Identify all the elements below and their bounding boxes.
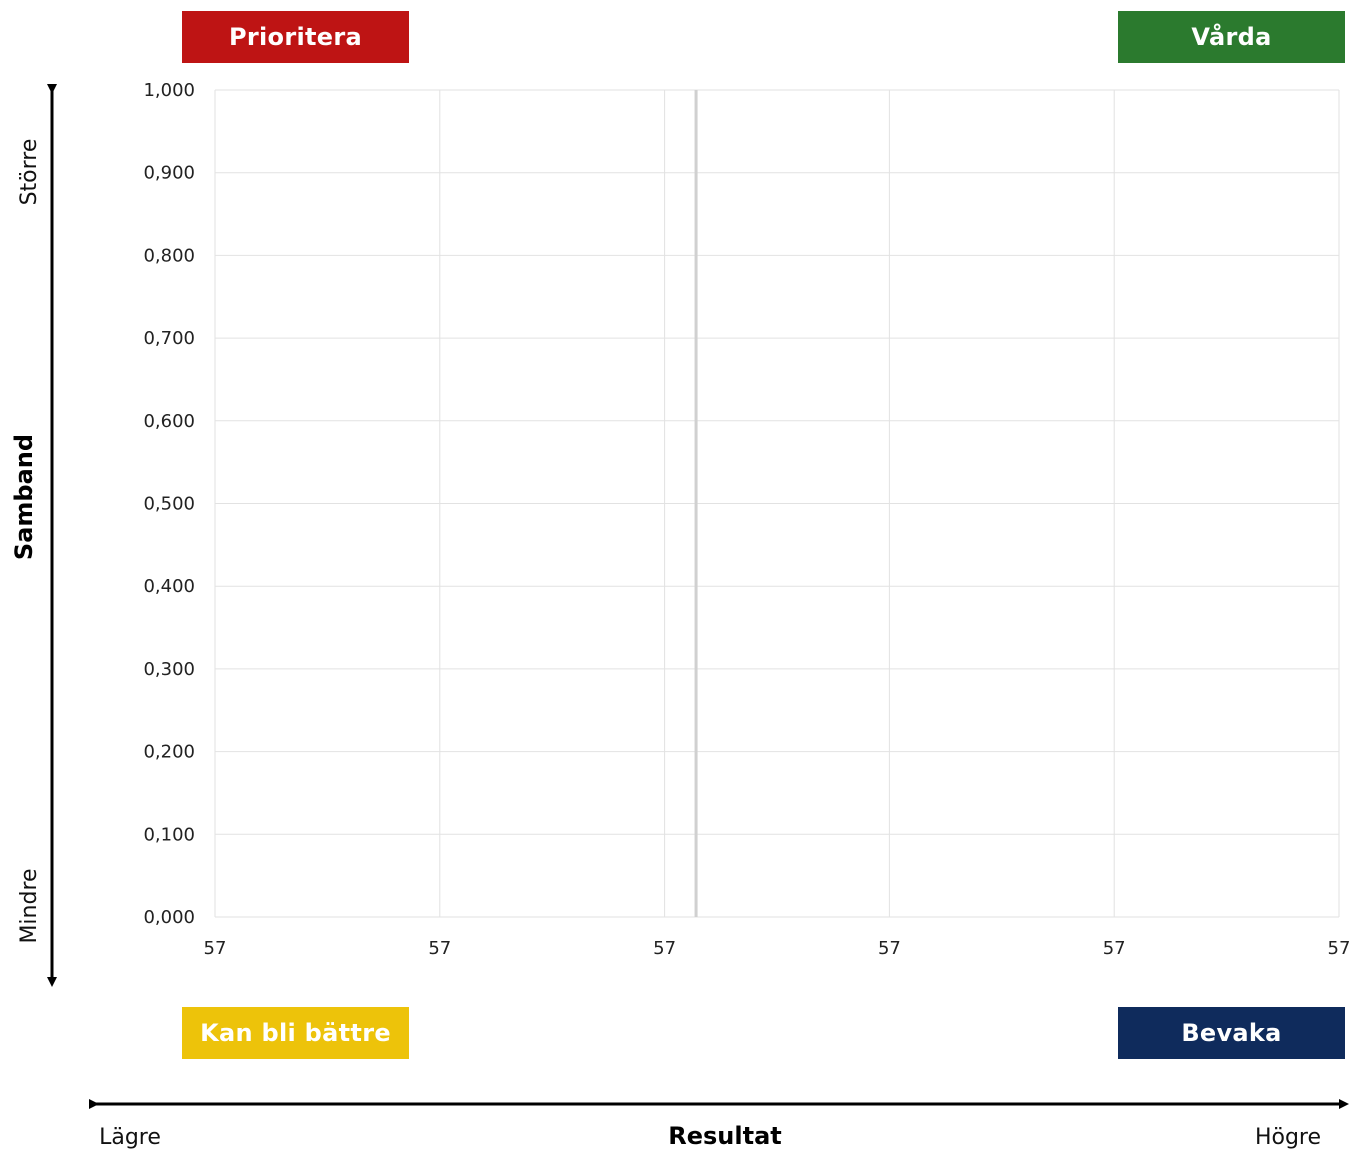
y-tick-label: 0,800 (143, 245, 195, 266)
y-tick-label: 0,400 (143, 576, 195, 597)
y-tick-label: 0,200 (143, 742, 195, 763)
quadrant-badge-bevaka: Bevaka (1118, 1007, 1345, 1059)
y-tick-label: 0,000 (143, 907, 195, 928)
x-tick-label: 57 (204, 938, 227, 959)
y-tick-label: 0,500 (143, 494, 195, 515)
x-tick-label: 57 (1328, 938, 1351, 959)
quadrant-badge-kan-bli-battre: Kan bli bättre (182, 1007, 409, 1059)
x-axis-title: Resultat (668, 1122, 782, 1150)
y-tick-label: 0,600 (143, 411, 195, 432)
x-tick-label: 57 (428, 938, 451, 959)
y-tick-label: 0,700 (143, 328, 195, 349)
y-axis-high-label: Större (17, 139, 42, 206)
y-tick-labels: 0,000 0,100 0,200 0,300 0,400 0,500 0,600 0,700… (143, 80, 195, 928)
quadrant-badge-prioritera: Prioritera (182, 11, 409, 63)
y-tick-label: 0,100 (143, 824, 195, 845)
y-tick-label: 1,000 (143, 80, 195, 101)
x-tick-label: 57 (1103, 938, 1126, 959)
grid-layer (214, 89, 1340, 918)
y-axis-low-label: Mindre (17, 868, 42, 943)
y-axis-title: Samband (10, 434, 38, 560)
quadrant-badge-varda: Vårda (1118, 11, 1345, 63)
x-axis-high-label: Högre (1255, 1125, 1321, 1150)
y-tick-label: 0,900 (143, 163, 195, 184)
x-tick-label: 57 (653, 938, 676, 959)
x-axis-low-label: Lägre (99, 1125, 161, 1150)
y-tick-label: 0,300 (143, 659, 195, 680)
x-tick-labels: 57 57 57 57 57 57 (204, 938, 1351, 959)
x-tick-label: 57 (878, 938, 901, 959)
